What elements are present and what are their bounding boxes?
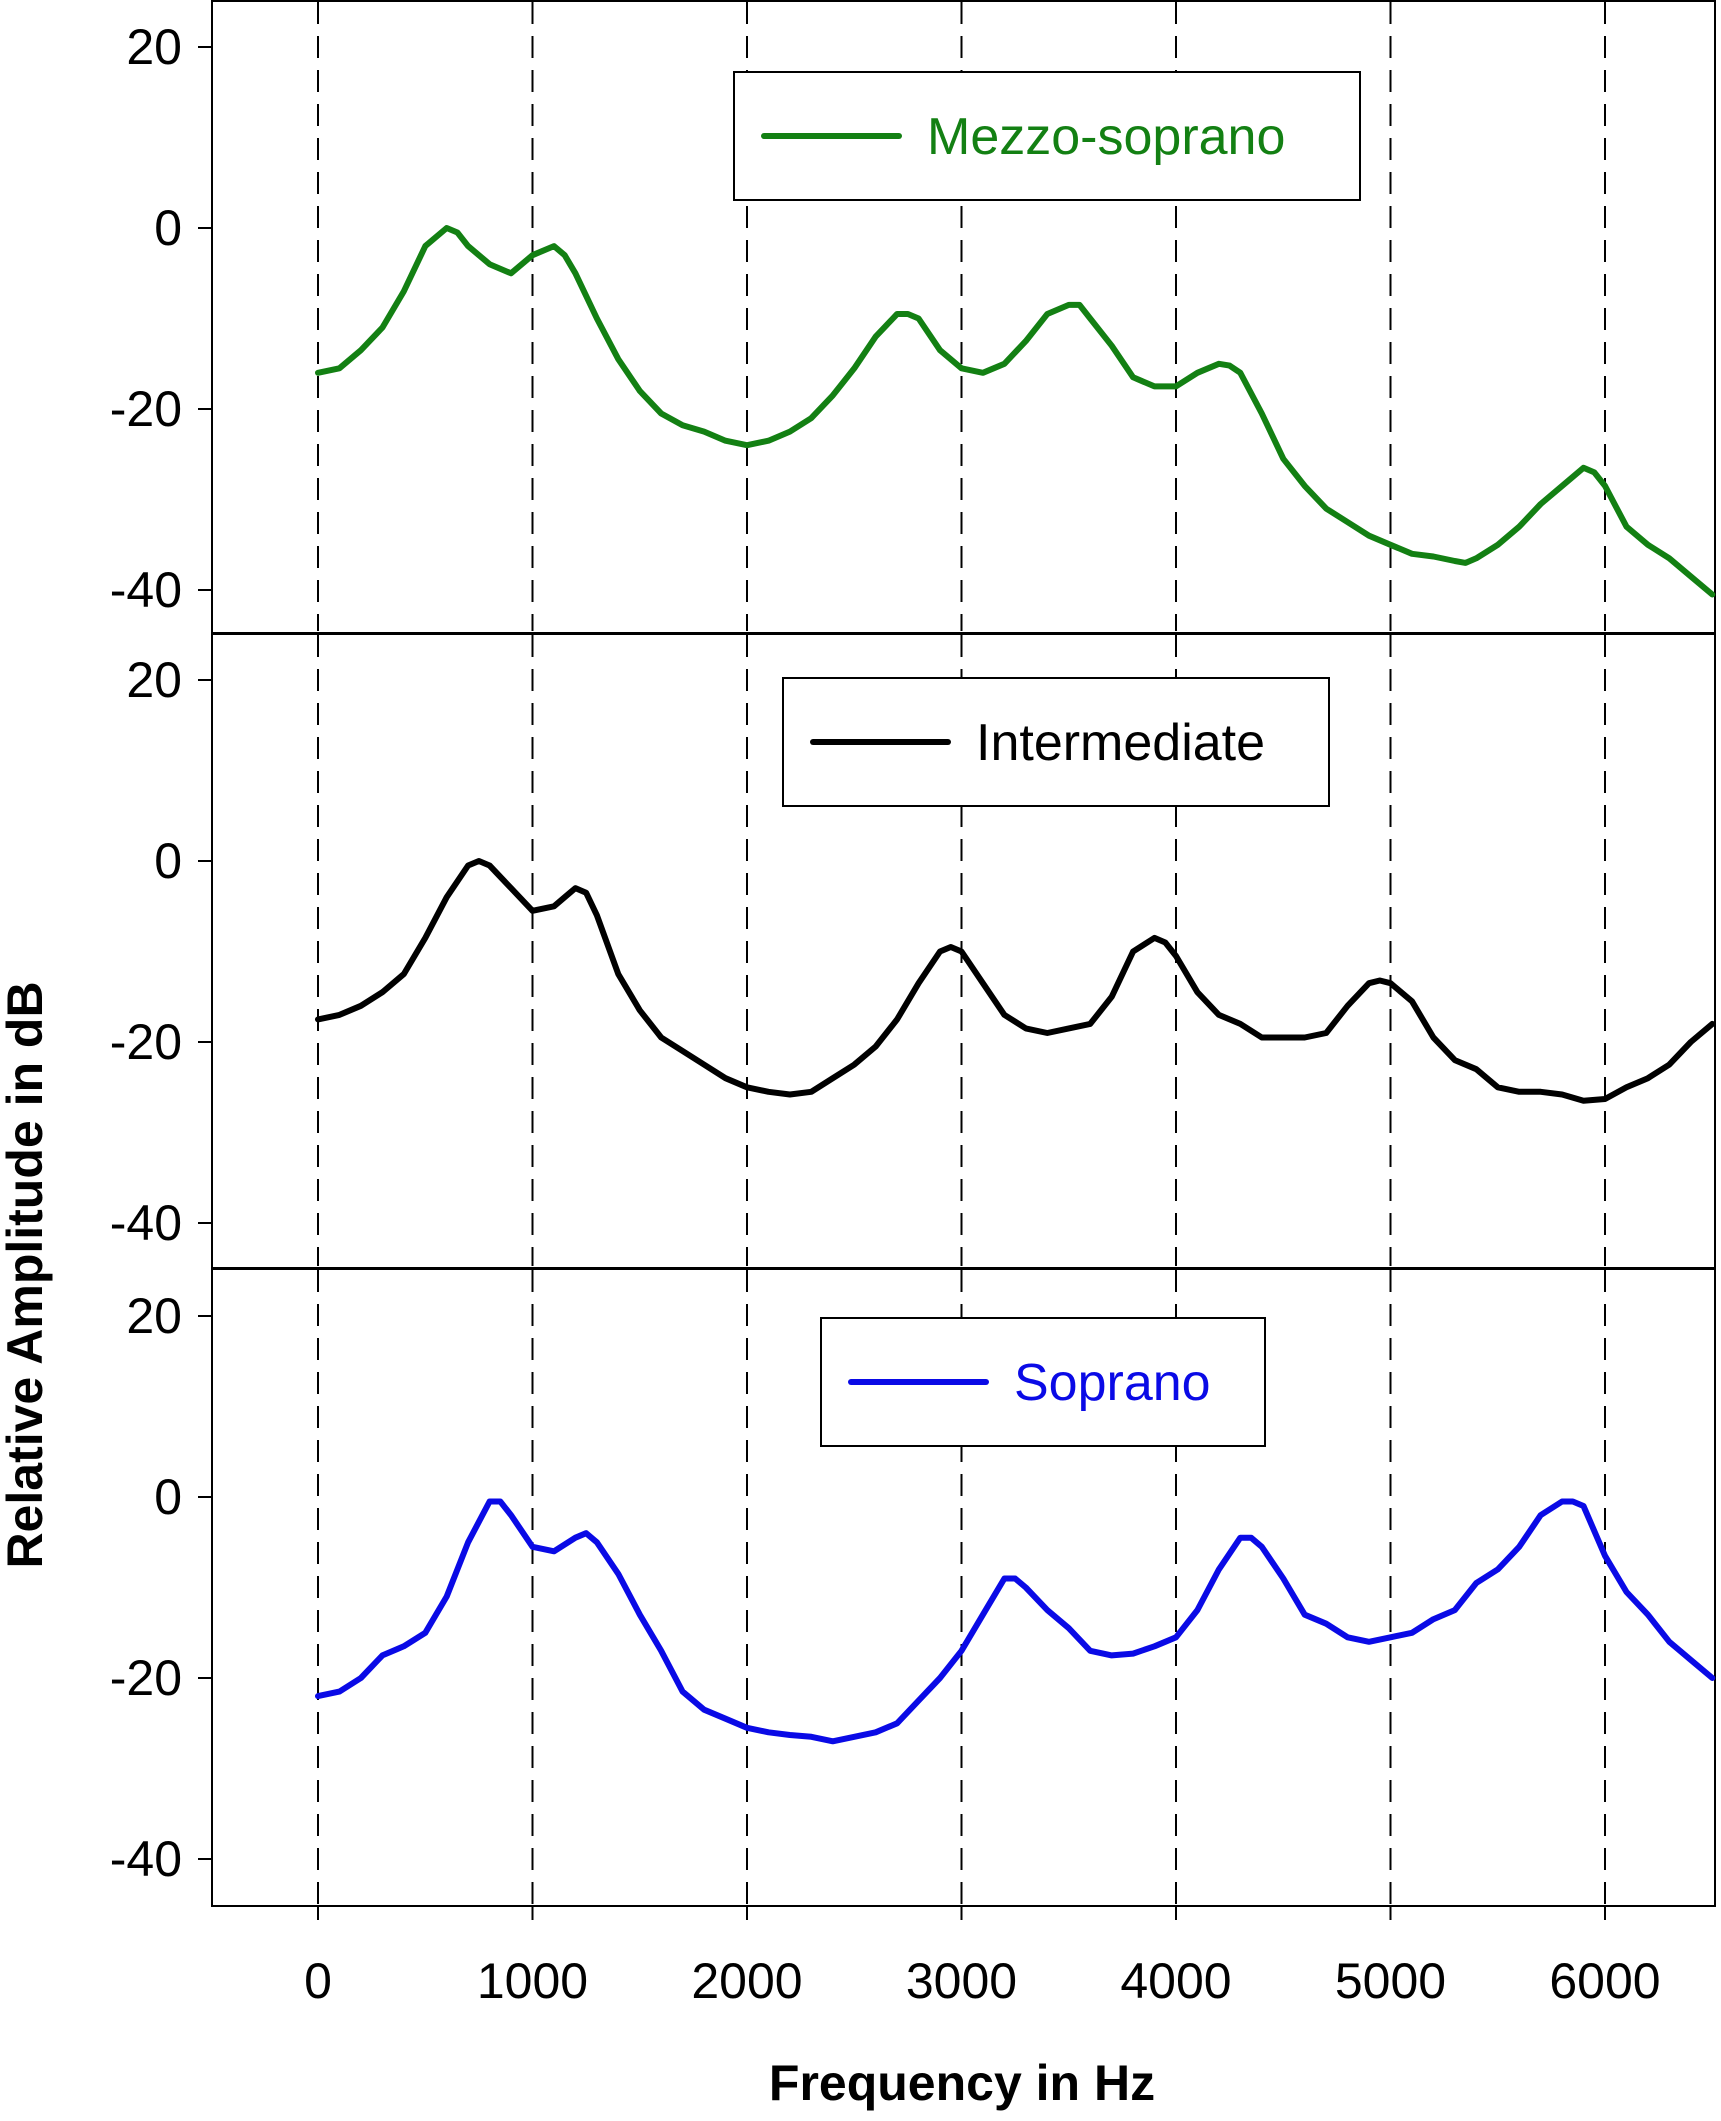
- y-tick-label: -40: [110, 1831, 182, 1887]
- y-tick-label: -20: [110, 1650, 182, 1706]
- panel-3: 20 0 -20 -40 Soprano: [110, 1268, 1716, 1907]
- x-tick-label: 1000: [477, 1953, 588, 2009]
- y-tick-label: -40: [110, 562, 182, 618]
- series-line: [315, 1498, 1716, 1745]
- series-line: [315, 858, 1716, 1104]
- x-tick-label: 3000: [906, 1953, 1017, 2009]
- y-tick-label: -20: [110, 1014, 182, 1070]
- y-tick-label: 20: [126, 19, 182, 75]
- y-tick-label: 0: [154, 1469, 182, 1525]
- panel-frame: [211, 1268, 1716, 1907]
- y-tick-label: -20: [110, 381, 182, 437]
- legend: Intermediate: [782, 677, 1330, 807]
- y-tick-label: 0: [154, 833, 182, 889]
- x-axis-title: Frequency in Hz: [769, 2055, 1155, 2111]
- y-tick-label: 20: [126, 1288, 182, 1344]
- x-tick-label: 2000: [691, 1953, 802, 2009]
- panel-1: 20 0 -20 -40 Mezzo-soprano: [110, 0, 1716, 634]
- legend-label: Intermediate: [976, 714, 1265, 772]
- y-tick-label: 0: [154, 200, 182, 256]
- y-tick-label: 20: [126, 652, 182, 708]
- legend-label: Soprano: [1014, 1354, 1211, 1412]
- legend: Soprano: [820, 1317, 1266, 1447]
- x-tick-label: 5000: [1335, 1953, 1446, 2009]
- legend-label: Mezzo-soprano: [927, 108, 1285, 166]
- y-axis-title: Relative Amplitude in dB: [0, 981, 53, 1568]
- x-axis: 0 1000 2000 3000 4000 5000 6000: [304, 1906, 1661, 2009]
- x-tick-label: 0: [304, 1953, 332, 2009]
- y-tick-label: -40: [110, 1195, 182, 1251]
- panels: 20 0 -20 -40 Mezzo-soprano 20 0 -20 -40 Intermedi…: [110, 0, 1716, 1907]
- x-tick-label: 4000: [1120, 1953, 1231, 2009]
- panel-2: 20 0 -20 -40 Intermediate: [110, 633, 1716, 1269]
- x-tick-label: 6000: [1549, 1953, 1660, 2009]
- series-line: [315, 225, 1716, 598]
- legend: Mezzo-soprano: [733, 71, 1361, 201]
